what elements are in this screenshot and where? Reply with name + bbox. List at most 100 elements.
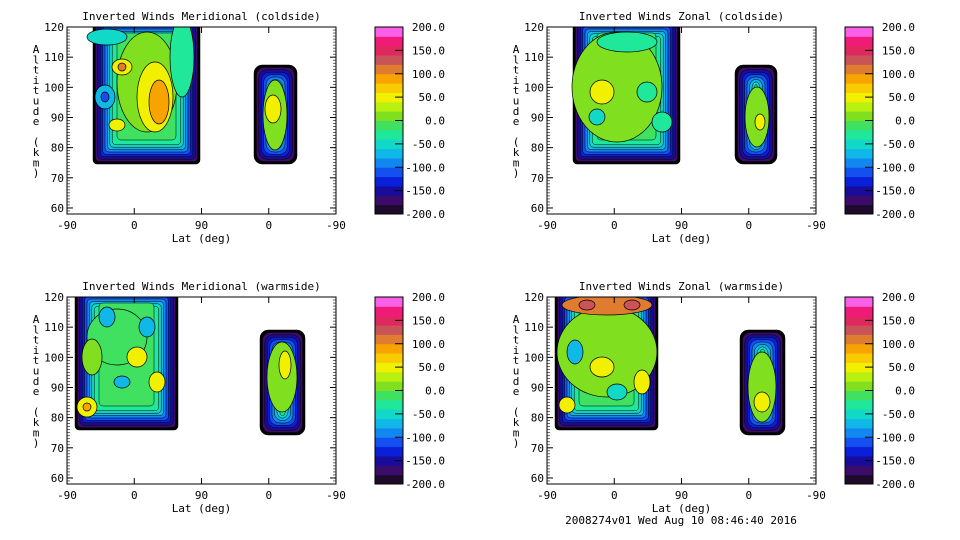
contour-region-left — [571, 27, 681, 165]
chart-title: Inverted Winds Meridional (coldside) — [82, 10, 320, 23]
contour-level — [636, 81, 658, 103]
colorbar-swatch — [845, 185, 873, 196]
x-tick-label: -90 — [326, 489, 346, 502]
contour-field — [86, 27, 298, 165]
y-tick-label: 90 — [51, 381, 64, 394]
contour-level — [82, 402, 92, 412]
contour-region-left — [74, 297, 179, 431]
colorbar-swatch — [845, 157, 873, 168]
colorbar-label: 150.0 — [412, 44, 445, 57]
colorbar-label: -200.0 — [405, 478, 445, 491]
colorbar-swatch — [375, 195, 403, 206]
colorbar-swatch — [375, 157, 403, 168]
colorbar-swatch — [845, 45, 873, 56]
colorbar-label: -150.0 — [875, 455, 915, 468]
y-tick-label: 70 — [51, 172, 64, 185]
colorbar-swatch — [375, 148, 403, 159]
contour-panel-1: 60 70 80 90 100 110 120 -90 0 90 0 -90 Inverted Wind… — [33, 10, 445, 245]
x-tick-label: 0 — [611, 489, 618, 502]
colorbar-swatch — [845, 474, 873, 485]
colorbar-label: -100.0 — [875, 161, 915, 174]
contour-panel-3: 60 70 80 90 100 110 120 -90 0 90 0 -90 Inverted Wind… — [33, 280, 445, 515]
x-axis-label: Lat (deg) — [172, 502, 232, 515]
colorbar-label: -50.0 — [882, 138, 915, 151]
colorbar-swatch — [845, 343, 873, 354]
colorbar-swatch — [845, 325, 873, 335]
colorbar-label: 100.0 — [882, 68, 915, 81]
colorbar-label: -150.0 — [405, 185, 445, 198]
x-axis-label: Lat (deg) — [652, 232, 712, 245]
colorbar-label: 150.0 — [882, 314, 915, 327]
x-tick-label: -90 — [806, 489, 826, 502]
x-tick-label: 0 — [265, 219, 272, 232]
colorbar-swatch — [375, 204, 403, 215]
colorbar-label: 100.0 — [412, 338, 445, 351]
contour-level — [633, 369, 651, 395]
contour-level — [589, 79, 615, 105]
contour-level — [100, 91, 110, 103]
colorbar: 200.0 150.0 100.0 50.0 0.0 -50.0 -100.0 -150.0 -… — [844, 21, 915, 221]
colorbar-swatch — [845, 92, 873, 103]
y-tick-label: 60 — [531, 472, 544, 485]
colorbar-label: 50.0 — [419, 91, 446, 104]
colorbar-swatch — [845, 73, 873, 84]
x-tick-label: -90 — [57, 489, 77, 502]
colorbar-label: 0.0 — [895, 385, 915, 398]
contour-level — [108, 118, 126, 132]
colorbar-swatch — [845, 399, 873, 410]
y-tick-label: 80 — [51, 142, 64, 155]
colorbar-swatch — [375, 427, 403, 438]
y-tick-label: 120 — [524, 21, 544, 34]
contour-level — [558, 396, 576, 414]
colorbar-swatch — [845, 111, 873, 121]
contour-region-left — [554, 297, 659, 431]
contour-region-right — [253, 64, 298, 165]
colorbar-label: 100.0 — [412, 68, 445, 81]
colorbar-swatch — [845, 148, 873, 159]
colorbar-swatch — [375, 381, 403, 391]
colorbar: 200.0 150.0 100.0 50.0 0.0 -50.0 -100.0 -150.0 -… — [374, 291, 445, 491]
colorbar-label: -150.0 — [405, 455, 445, 468]
contour-level — [138, 316, 156, 338]
colorbar-swatch — [375, 101, 403, 112]
colorbar-swatch — [845, 176, 873, 187]
contour-level — [113, 375, 131, 389]
colorbar-swatch — [845, 353, 873, 363]
contour-level — [148, 371, 166, 393]
colorbar-label: -100.0 — [875, 431, 915, 444]
colorbar-swatch — [375, 55, 403, 65]
x-tick-label: -90 — [326, 219, 346, 232]
x-tick-label: 0 — [745, 219, 752, 232]
x-tick-label: 0 — [745, 489, 752, 502]
x-tick-label: -90 — [537, 219, 557, 232]
colorbar-swatch — [375, 371, 403, 382]
y-tick-label: 70 — [531, 172, 544, 185]
y-tick-label: 100 — [44, 81, 64, 94]
contour-panel-2: 60 70 80 90 100 110 120 -90 0 90 0 -90 Inverted Wind… — [513, 10, 915, 245]
colorbar-swatch — [375, 474, 403, 485]
colorbar-label: -150.0 — [875, 185, 915, 198]
contour-level — [753, 391, 771, 413]
colorbar-label: -200.0 — [875, 208, 915, 221]
colorbar-swatch — [375, 334, 403, 345]
colorbar-swatch — [845, 409, 873, 420]
y-tick-label: 70 — [531, 442, 544, 455]
contour-level — [278, 350, 292, 380]
contour-level — [126, 346, 148, 368]
contour-region-right — [734, 64, 778, 165]
colorbar-swatch — [845, 64, 873, 75]
y-tick-label: 80 — [531, 412, 544, 425]
colorbar-swatch — [375, 185, 403, 196]
x-tick-label: 90 — [195, 219, 208, 232]
contour-level — [596, 31, 658, 53]
colorbar-swatch — [375, 353, 403, 363]
colorbar-swatch — [845, 390, 873, 401]
colorbar-label: 50.0 — [889, 361, 916, 374]
colorbar-swatch — [845, 437, 873, 448]
footer-timestamp: 2008274v01 Wed Aug 10 08:46:40 2016 — [565, 514, 797, 527]
colorbar: 200.0 150.0 100.0 50.0 0.0 -50.0 -100.0 -150.0 -… — [844, 291, 916, 491]
x-tick-label: -90 — [57, 219, 77, 232]
